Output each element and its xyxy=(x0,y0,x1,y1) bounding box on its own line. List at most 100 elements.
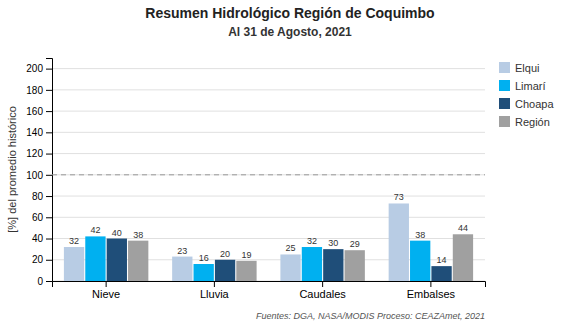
bar xyxy=(128,241,148,281)
y-tick-label: 40 xyxy=(32,233,44,244)
bar xyxy=(64,247,84,281)
bar xyxy=(410,241,430,281)
x-tick: Caudales xyxy=(299,281,346,300)
data-label: 20 xyxy=(220,249,230,259)
bar xyxy=(323,249,343,281)
y-tick-label: 120 xyxy=(26,148,43,159)
y-tick-mark xyxy=(46,281,52,282)
x-tick-mark xyxy=(214,281,215,287)
bar xyxy=(345,250,365,281)
legend-label: Elqui xyxy=(515,62,539,74)
y-tick-label: 20 xyxy=(32,254,44,265)
grid-line xyxy=(52,217,485,218)
y-tick-mark xyxy=(46,111,52,112)
grid-line xyxy=(52,68,485,69)
y-tick-label: 60 xyxy=(32,212,44,223)
x-axis: Nieve Lluvia Caudales Embalses xyxy=(53,281,486,300)
data-label: 30 xyxy=(328,238,338,248)
x-tick: Embalses xyxy=(407,281,456,300)
y-tick: 20 xyxy=(32,254,52,265)
bar xyxy=(389,203,409,281)
y-tick-label: 80 xyxy=(32,191,44,202)
grid-line xyxy=(52,89,485,90)
bar-series xyxy=(128,234,473,281)
y-tick-mark xyxy=(46,239,52,240)
subtitle: Al 31 de Agosto, 2021 xyxy=(228,25,352,39)
y-tick: 180 xyxy=(26,85,52,96)
y-tick: 120 xyxy=(26,148,52,159)
legend-item: Elqui xyxy=(499,62,539,74)
y-tick-label: 200 xyxy=(26,63,43,74)
reference-line xyxy=(52,174,485,175)
y-tick: 80 xyxy=(32,191,52,202)
bar xyxy=(453,234,473,281)
legend-item: Choapa xyxy=(499,98,554,110)
bar xyxy=(172,257,192,281)
legend-swatch xyxy=(499,116,510,127)
grid-line xyxy=(52,174,485,175)
bar-series xyxy=(85,236,430,281)
data-label: 40 xyxy=(112,228,122,238)
legend: Elqui Limarí Choapa Región xyxy=(499,62,554,128)
y-tick-label: 100 xyxy=(26,170,43,181)
legend-swatch xyxy=(499,98,510,109)
bar-series xyxy=(64,203,409,281)
bars xyxy=(52,175,485,281)
y-tick: 200 xyxy=(26,63,52,74)
bar-series xyxy=(107,239,452,281)
data-label: 38 xyxy=(133,230,143,240)
bar xyxy=(194,264,214,281)
y-tick: 0 xyxy=(37,276,52,287)
data-label: 25 xyxy=(286,243,296,253)
legend-item: Región xyxy=(499,116,550,128)
y-tick-label: 180 xyxy=(26,85,43,96)
legend-swatch xyxy=(499,80,510,91)
y-tick-mark xyxy=(46,132,52,133)
grid-line xyxy=(52,196,485,197)
y-tick-mark xyxy=(46,260,52,261)
y-tick-mark xyxy=(46,196,52,197)
legend-item: Limarí xyxy=(499,80,546,92)
grid xyxy=(52,69,485,281)
data-labels: 32232573421632384020301438192944 xyxy=(69,192,468,265)
data-label: 23 xyxy=(177,246,187,256)
y-axis-title: [%] del promedio histórico xyxy=(6,106,18,233)
grid-line xyxy=(52,153,485,154)
data-label: 73 xyxy=(394,192,404,202)
data-label: 42 xyxy=(90,225,100,235)
y-tick: 100 xyxy=(26,170,52,181)
x-tick: Lluvia xyxy=(200,281,230,300)
bar xyxy=(302,247,322,281)
grid-line xyxy=(52,111,485,112)
y-tick-label: 140 xyxy=(26,127,43,138)
y-tick: 60 xyxy=(32,212,52,223)
y-tick-mark xyxy=(46,69,52,70)
chart-svg: Resumen Hidrológico Región de Coquimbo Al… xyxy=(0,0,580,325)
data-label: 29 xyxy=(350,239,360,249)
y-axis-line xyxy=(46,59,53,282)
x-tick: Nieve xyxy=(92,281,120,300)
y-tick: 40 xyxy=(32,233,52,244)
bar xyxy=(215,260,235,281)
title: Resumen Hidrológico Región de Coquimbo xyxy=(145,5,434,21)
footnote: Fuentes: DGA, NASA/MODIS Proceso: CEAZAm… xyxy=(256,311,485,321)
x-tick-mark xyxy=(430,281,431,287)
data-label: 14 xyxy=(437,255,447,265)
bar xyxy=(280,254,300,281)
grid-line xyxy=(52,132,485,133)
x-tick-label: Embalses xyxy=(407,288,456,300)
data-label: 32 xyxy=(307,236,317,246)
y-axis: 0 20 40 60 80 100 120 140 160 180 200 xyxy=(26,59,52,287)
y-tick-mark xyxy=(46,154,52,155)
data-label: 19 xyxy=(241,250,251,260)
plot: 0 20 40 60 80 100 120 140 160 180 200 Nieve Lluvia Ca… xyxy=(6,59,554,300)
bar xyxy=(85,236,105,281)
bar xyxy=(107,239,127,281)
y-tick: 160 xyxy=(26,106,52,117)
y-tick: 140 xyxy=(26,127,52,138)
x-axis-line xyxy=(53,282,486,288)
y-tick-mark xyxy=(46,217,52,218)
y-tick-label: 0 xyxy=(37,276,43,287)
data-label: 16 xyxy=(199,253,209,263)
x-tick-label: Nieve xyxy=(92,288,120,300)
